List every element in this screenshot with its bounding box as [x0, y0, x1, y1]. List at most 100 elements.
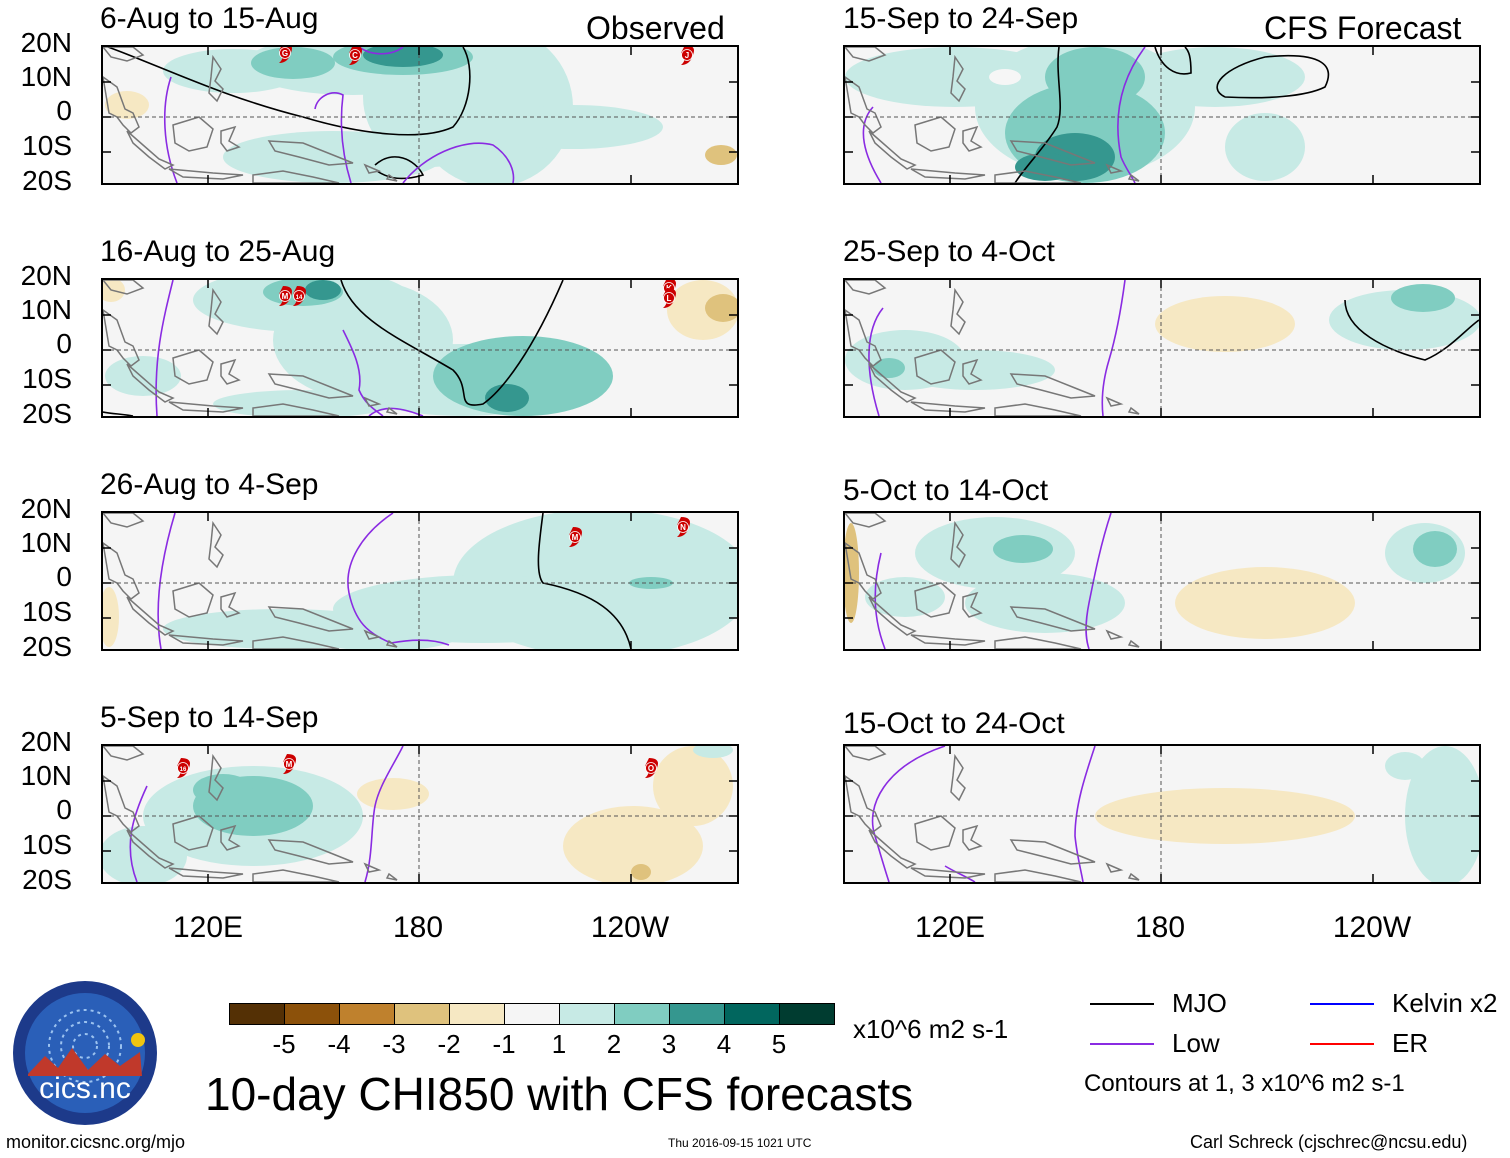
- anomaly-shading: [563, 806, 703, 882]
- contour-note: Contours at 1, 3 x10^6 m2 s-1: [1084, 1070, 1405, 1097]
- anomaly-shading: [223, 131, 443, 183]
- legend-label: MJO: [1172, 988, 1227, 1018]
- cics-logo: cics.nc: [10, 978, 160, 1128]
- storm-marker: M: [569, 527, 582, 547]
- coastline: [103, 47, 398, 183]
- mjo-contour: [1014, 47, 1062, 183]
- low-contour: [342, 329, 384, 416]
- anomaly-shading: [1413, 531, 1457, 567]
- y-tick-label: 10S: [22, 130, 72, 161]
- observed-label: Observed: [586, 10, 725, 46]
- anomaly-shading: [103, 587, 119, 647]
- storm-marker: C: [349, 47, 362, 65]
- mjo-contour: [340, 280, 564, 406]
- low-contour: [364, 746, 404, 882]
- low-contour: [1085, 513, 1112, 649]
- panel-title: 25-Sep to 4-Oct: [843, 235, 1055, 268]
- mjo-contour: [1154, 47, 1192, 75]
- y-tick-label: 10S: [22, 596, 72, 627]
- y-tick-label: 20S: [22, 631, 72, 662]
- svg-text:N: N: [680, 523, 686, 532]
- storm-marker: G: [279, 47, 292, 63]
- logo-text: cics.nc: [39, 1072, 131, 1105]
- storm-marker: L: [663, 288, 676, 308]
- low-contour: [358, 47, 404, 55]
- low-contour: [1074, 746, 1096, 882]
- colorbar-tick-label: 2: [606, 1029, 622, 1059]
- svg-text:M: M: [282, 292, 289, 301]
- y-tick-label: 0: [56, 561, 72, 592]
- svg-text:14: 14: [296, 295, 303, 301]
- colorbar-swatch: [284, 1003, 340, 1025]
- map-panel: [843, 511, 1481, 651]
- colorbar-swatch: [614, 1003, 670, 1025]
- anomaly-shading: [483, 105, 663, 149]
- map-svg: [845, 47, 1479, 183]
- colorbar-swatch: [669, 1003, 725, 1025]
- anomaly-shading: [631, 864, 651, 880]
- panel-title: 6-Aug to 15-Aug: [100, 2, 319, 35]
- coastline: [845, 280, 1140, 416]
- anomaly-shading: [1385, 752, 1425, 780]
- coastline: [845, 746, 1140, 882]
- y-tick-label: 0: [56, 95, 72, 126]
- y-tick-label: 10N: [20, 294, 72, 325]
- low-contour: [944, 865, 976, 882]
- coastline: [845, 47, 1140, 183]
- anomaly-shading: [105, 91, 149, 119]
- legend-label: Kelvin x2: [1392, 988, 1498, 1018]
- y-tick-label: 0: [56, 794, 72, 825]
- y-tick-label: 0: [56, 328, 72, 359]
- svg-text:L: L: [667, 294, 672, 303]
- colorbar-tick-label: -2: [437, 1029, 461, 1059]
- colorbar-tick-label: -1: [492, 1029, 516, 1059]
- low-contour: [157, 513, 176, 649]
- anomaly-shading: [1045, 47, 1145, 107]
- low-contour: [868, 307, 884, 416]
- colorbar-swatch: [229, 1003, 285, 1025]
- storm-marker: 14: [293, 286, 306, 306]
- legend-line-mjo: [1090, 1003, 1154, 1005]
- footer-credit: Carl Schreck (cjschrec@ncsu.edu): [1190, 1132, 1468, 1152]
- anomaly-shading: [251, 47, 335, 79]
- anomaly-shading: [1015, 153, 1075, 181]
- svg-text:M: M: [572, 533, 579, 542]
- low-contour: [1117, 47, 1146, 183]
- anomaly-shading: [305, 280, 341, 300]
- svg-text:C: C: [352, 51, 358, 60]
- mjo-contour: [537, 513, 632, 649]
- x-tick-label: 120W: [590, 911, 670, 944]
- low-contour: [368, 407, 424, 416]
- panel-title: 5-Oct to 14-Oct: [843, 474, 1049, 507]
- y-tick-label: 10S: [22, 829, 72, 860]
- x-tick-label: 120E: [172, 911, 244, 944]
- anomaly-shading: [653, 746, 733, 826]
- x-tick-label: 120E: [914, 911, 986, 944]
- map-svg: [845, 513, 1479, 649]
- y-tick-label: 10N: [20, 61, 72, 92]
- svg-text:O: O: [648, 764, 654, 773]
- anomaly-shading: [363, 47, 443, 67]
- panel-title: 16-Aug to 25-Aug: [100, 235, 336, 268]
- low-contour: [1101, 280, 1126, 416]
- y-tick-label: 10S: [22, 363, 72, 394]
- svg-text:16: 16: [180, 767, 187, 773]
- low-contour: [314, 92, 352, 183]
- mjo-contour: [1216, 55, 1330, 99]
- colorbar-swatch: [779, 1003, 835, 1025]
- y-tick-label: 20S: [22, 398, 72, 429]
- anomaly-shading: [993, 535, 1053, 563]
- low-contour: [155, 280, 174, 416]
- map-panel: 16 M O: [101, 744, 739, 884]
- storm-marker: 16: [177, 758, 190, 778]
- colorbar-tick-label: 3: [661, 1029, 677, 1059]
- legend-label: ER: [1392, 1028, 1429, 1058]
- y-tick-label: 10N: [20, 760, 72, 791]
- x-tick-label: 180: [1134, 911, 1186, 944]
- footer-url: monitor.cicsnc.org/mjo: [6, 1132, 186, 1152]
- map-panel: M14KL: [101, 278, 739, 418]
- legend-line-er: [1310, 1043, 1374, 1045]
- y-tick-label: 20N: [20, 726, 72, 757]
